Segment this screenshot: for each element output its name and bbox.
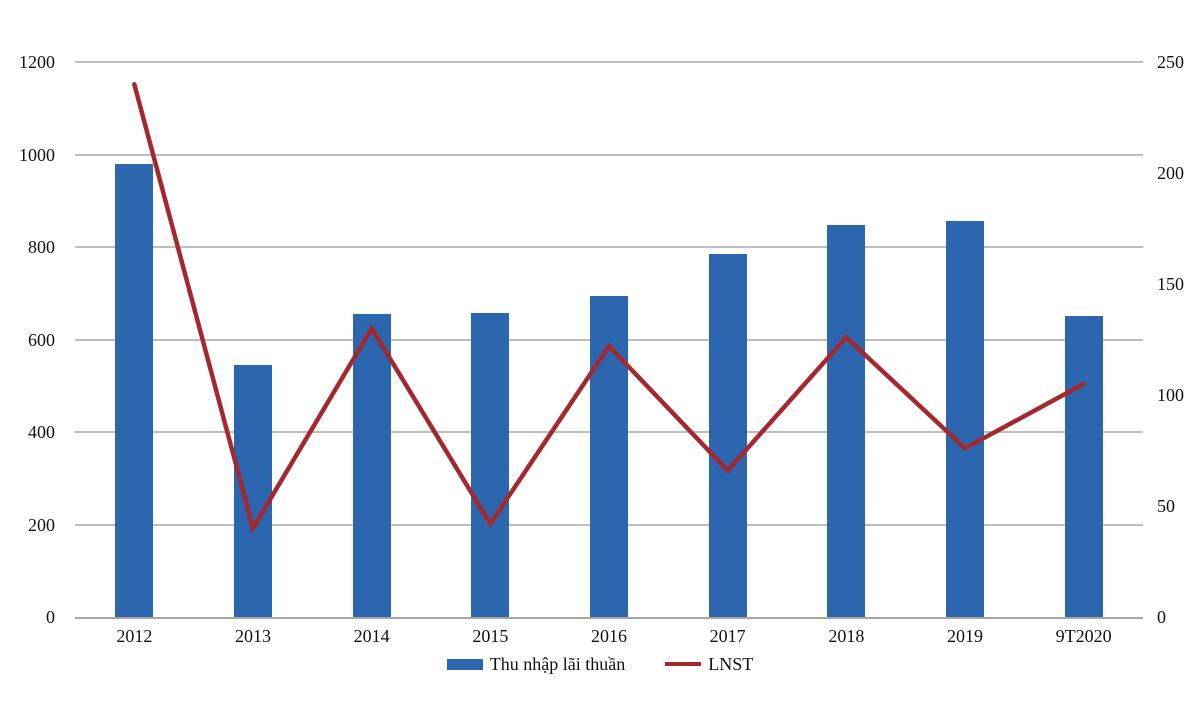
legend-label-bar: Thu nhập lãi thuần xyxy=(489,653,626,674)
gridline xyxy=(75,153,1143,156)
gridline xyxy=(75,246,1143,248)
bar-2015 xyxy=(471,312,510,617)
bar-2019 xyxy=(946,221,984,617)
lnst-line xyxy=(132,81,1086,534)
right-axis: 0 50 100 150 200 250 xyxy=(1157,0,1200,717)
bar-2012 xyxy=(115,163,154,617)
line-series xyxy=(132,81,1086,534)
right-axis-tick: 50 xyxy=(1157,496,1175,516)
legend: Thu nhập lãi thuần LNST xyxy=(0,650,1200,678)
left-axis-tick: 1000 xyxy=(19,144,55,165)
legend-item-bar: Thu nhập lãi thuần xyxy=(446,653,626,675)
x-axis-tick: 2012 xyxy=(116,626,153,646)
bar-swatch-icon xyxy=(446,658,483,670)
right-axis-tick: 250 xyxy=(1157,52,1184,72)
x-axis-tick: 2013 xyxy=(235,626,271,646)
left-axis-tick: 200 xyxy=(28,514,55,535)
x-axis-tick: 2015 xyxy=(472,626,509,646)
x-axis-tick: 2016 xyxy=(591,626,627,646)
x-axis-tick: 2019 xyxy=(947,626,983,646)
left-axis: 0 200 400 600 800 1000 1200 xyxy=(0,0,65,717)
bar-2018 xyxy=(827,224,866,617)
legend-label-line: LNST xyxy=(708,653,754,674)
right-axis-tick: 100 xyxy=(1157,385,1184,405)
gridline xyxy=(75,61,1143,63)
line-swatch-icon xyxy=(665,662,702,666)
left-axis-tick: 400 xyxy=(28,422,55,442)
left-axis-tick: 1200 xyxy=(19,52,55,72)
left-axis-tick: 600 xyxy=(28,329,55,350)
x-axis: 2012 2013 2014 2015 2016 2017 2018 2019 9T2020 xyxy=(75,617,1143,651)
right-axis-tick: 0 xyxy=(1157,607,1166,627)
bar-2017 xyxy=(708,253,747,617)
plot-area xyxy=(75,61,1143,619)
bar-9T2020 xyxy=(1064,316,1103,617)
right-axis-tick: 150 xyxy=(1157,274,1184,294)
bar-2014 xyxy=(352,314,391,617)
right-axis-tick: 200 xyxy=(1157,163,1184,183)
bar-2013 xyxy=(234,364,272,617)
x-axis-tick: 2017 xyxy=(709,626,746,646)
x-axis-tick: 2014 xyxy=(353,626,390,646)
left-axis-tick: 0 xyxy=(46,607,55,627)
x-axis-tick: 2018 xyxy=(828,626,865,646)
legend-item-line: LNST xyxy=(665,654,753,675)
x-axis-tick: 9T2020 xyxy=(1055,626,1112,646)
left-axis-tick: 800 xyxy=(28,237,55,257)
